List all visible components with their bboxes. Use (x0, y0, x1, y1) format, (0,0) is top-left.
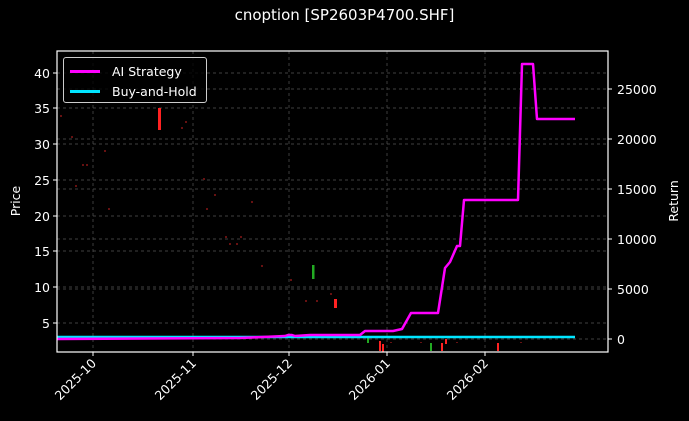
svg-text:0: 0 (617, 332, 625, 347)
grid (57, 51, 608, 352)
svg-text:20000: 20000 (617, 132, 657, 147)
left-y-axis (53, 72, 57, 324)
legend-label: AI Strategy (112, 63, 182, 79)
legend-label: Buy-and-Hold (112, 83, 197, 99)
svg-text:10000: 10000 (617, 232, 657, 247)
svg-text:2026-01: 2026-01 (346, 356, 394, 404)
candles (158, 108, 499, 352)
svg-text:20: 20 (34, 209, 50, 224)
right-axis-label: Return (666, 180, 681, 221)
plot-frame (56, 50, 609, 353)
right-y-axis (608, 88, 612, 340)
right-tick-labels: 0 5000 10000 15000 20000 25000 (617, 82, 657, 347)
svg-text:5000: 5000 (617, 282, 649, 297)
svg-text:40: 40 (34, 66, 50, 81)
left-tick-labels: 5 10 15 20 25 30 35 40 (34, 66, 50, 331)
svg-text:2025-11: 2025-11 (152, 356, 200, 404)
ai-strategy-swatch-icon (70, 69, 100, 73)
svg-text:5: 5 (42, 316, 50, 331)
left-axis-label: Price (8, 185, 23, 216)
svg-text:15000: 15000 (617, 182, 657, 197)
svg-text:2026-02: 2026-02 (444, 356, 492, 404)
legend-item-buy-and-hold: Buy-and-Hold (70, 82, 197, 100)
svg-text:2025-10: 2025-10 (52, 355, 100, 403)
svg-text:30: 30 (34, 137, 50, 152)
svg-text:10: 10 (34, 280, 50, 295)
x-tick-labels: 2025-10 2025-11 2025-12 2026-01 2026-02 (52, 355, 492, 403)
faint-candles (60, 115, 522, 343)
buy-and-hold-swatch-icon (70, 89, 100, 93)
legend-item-ai-strategy: AI Strategy (70, 62, 182, 80)
chart-title: cnoption [SP2603P4700.SHF] (234, 6, 455, 24)
svg-text:35: 35 (34, 101, 50, 116)
svg-text:2025-12: 2025-12 (248, 356, 296, 404)
svg-text:25: 25 (34, 173, 50, 188)
ai-strategy-line (56, 62, 575, 341)
legend: AI Strategy Buy-and-Hold (63, 57, 207, 103)
svg-text:15: 15 (34, 244, 50, 259)
x-axis (92, 352, 486, 356)
svg-text:25000: 25000 (617, 82, 657, 97)
